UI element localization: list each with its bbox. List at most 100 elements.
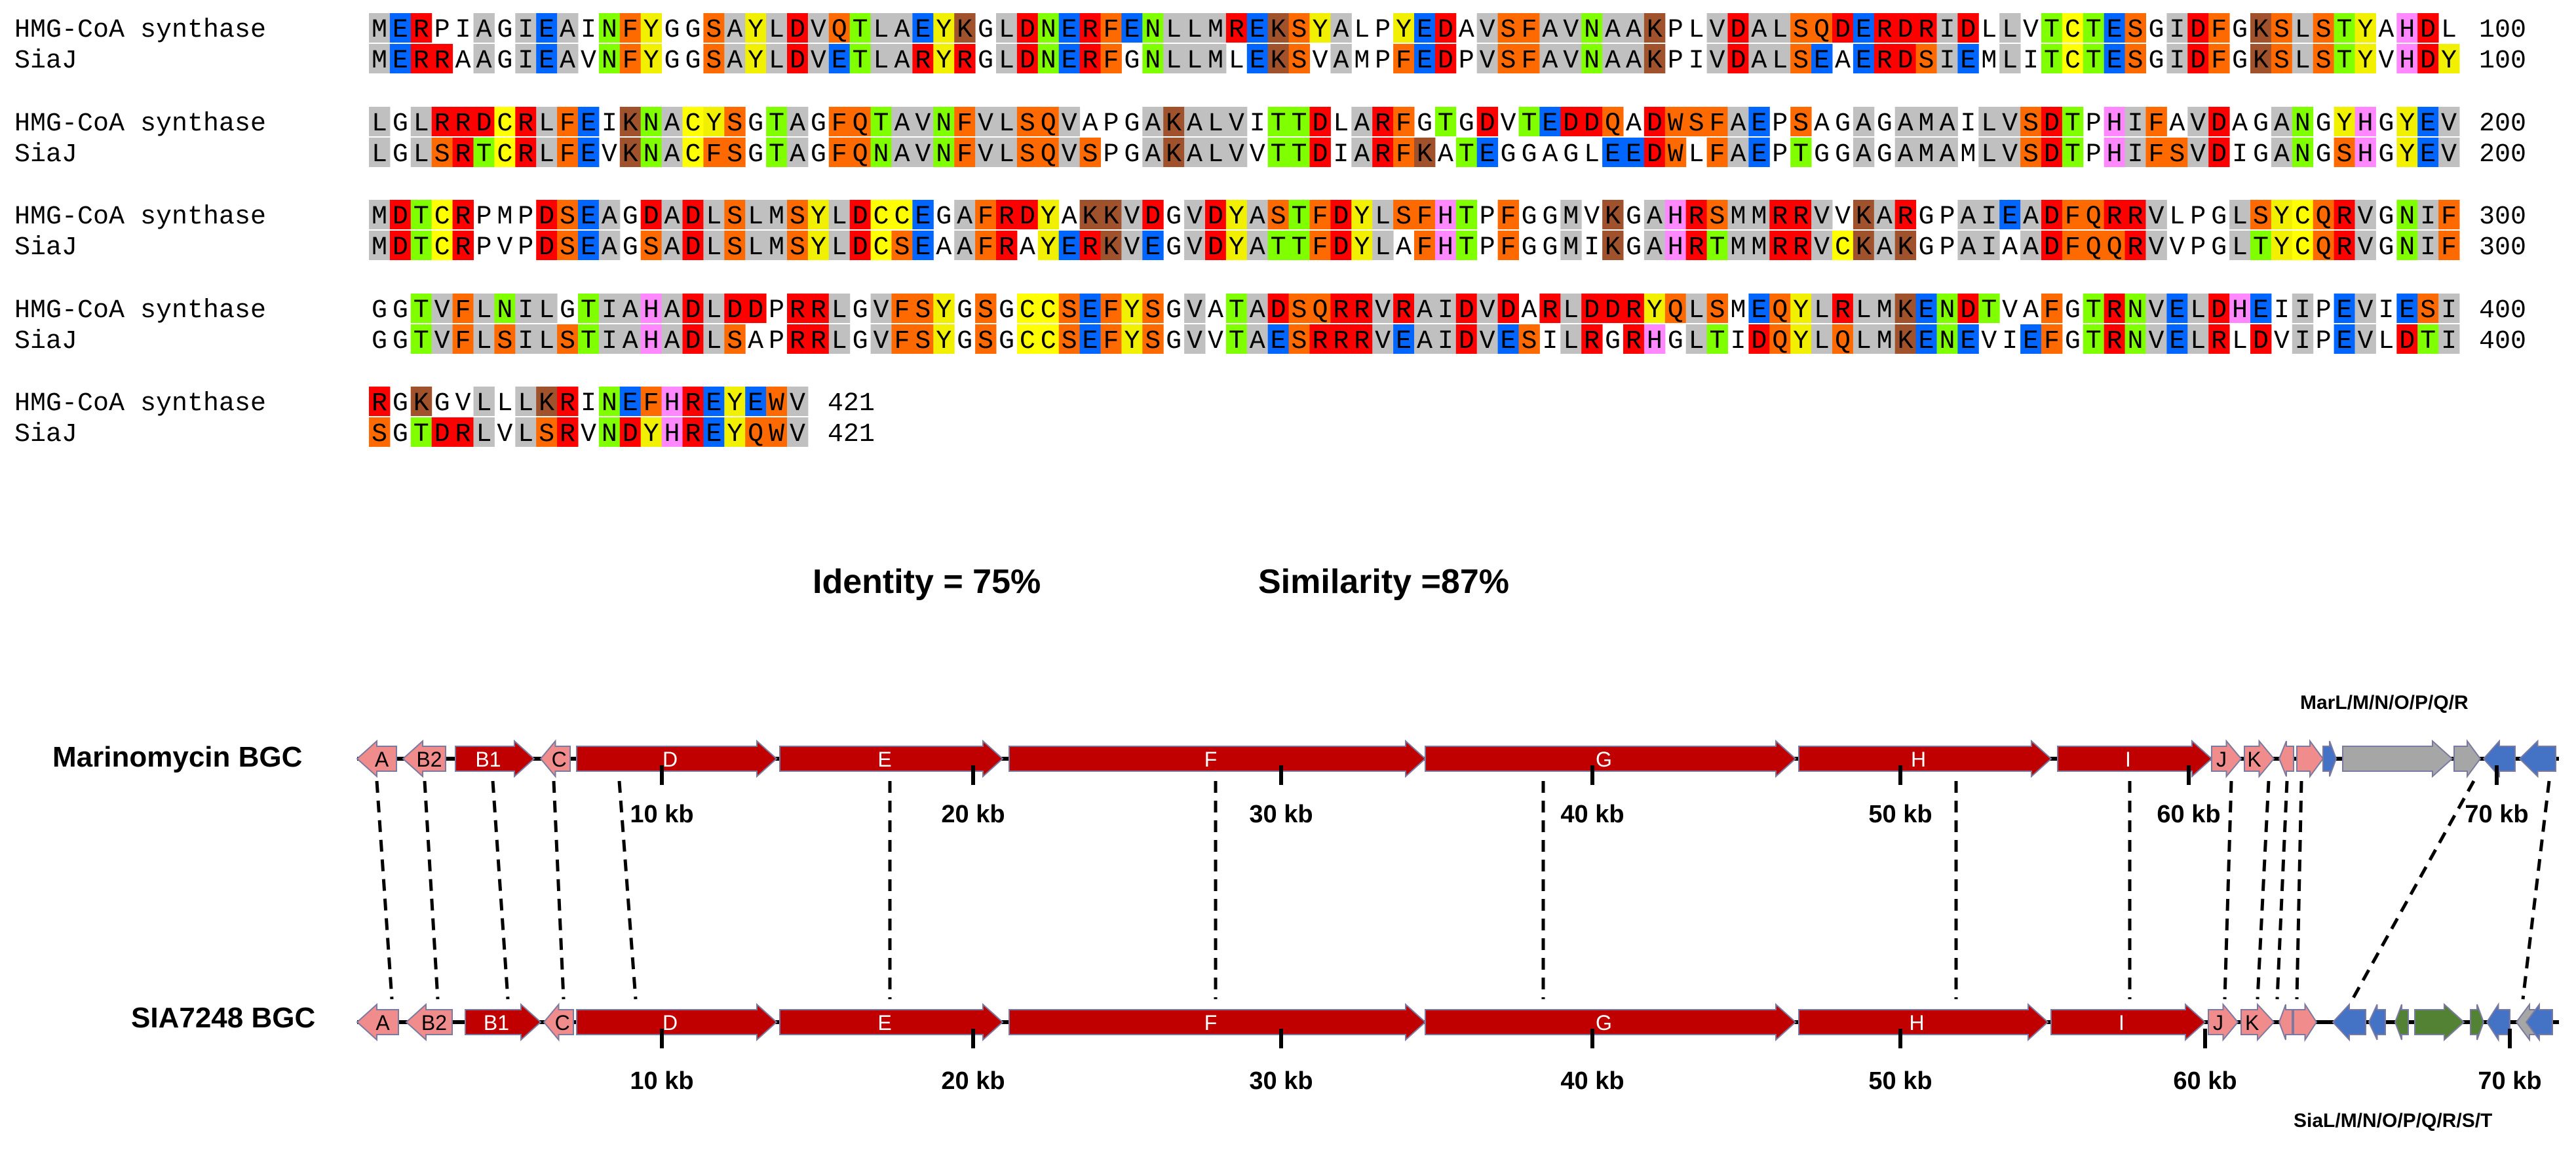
residue-highlight: [1351, 294, 1373, 323]
residue: S: [727, 202, 742, 232]
residue-highlight: [1853, 13, 1875, 43]
residue-highlight: [1685, 231, 1708, 260]
residue-highlight: [870, 324, 892, 354]
residue-highlight: [1330, 44, 1352, 73]
residue-highlight: [1853, 200, 1875, 229]
residue: S: [915, 327, 931, 356]
residue-highlight: [1957, 324, 1979, 354]
homology-links: [375, 780, 2551, 1001]
residue-highlight: [682, 294, 704, 323]
residue: G: [2378, 109, 2394, 139]
residue-highlight: [473, 294, 495, 323]
residue-highlight: [954, 138, 976, 167]
residue: D: [2190, 16, 2206, 45]
residue-highlight: [2020, 138, 2042, 167]
residue: S: [1793, 109, 1809, 139]
residue: V: [2169, 233, 2185, 263]
residue: M: [1208, 16, 1223, 45]
residue: G: [2378, 233, 2394, 263]
residue: L: [1208, 140, 1223, 170]
residue: G: [1521, 233, 1537, 263]
residue-highlight: [787, 324, 809, 354]
residue: S: [560, 202, 575, 232]
residue: G: [1919, 233, 1934, 263]
residue: G: [1166, 327, 1182, 356]
residue-highlight: [2271, 44, 2293, 73]
residue: A: [1396, 233, 1412, 263]
gene-arrow: [2278, 1004, 2293, 1040]
residue-highlight: [369, 200, 391, 229]
alignment-position-number: 400: [2479, 296, 2526, 326]
residue-highlight: [557, 231, 579, 260]
residue-highlight: [1309, 294, 1331, 323]
residue: P: [1772, 109, 1788, 139]
residue: I: [602, 327, 617, 356]
residue-highlight: [1351, 138, 1373, 167]
residue-highlight: [870, 107, 892, 136]
residue-highlight: [996, 138, 1018, 167]
residue-highlight: [2166, 324, 2188, 354]
residue-highlight: [1915, 324, 1937, 354]
residue-highlight: [452, 417, 474, 447]
residue: N: [2295, 140, 2311, 170]
residue-highlight: [975, 324, 997, 354]
residue-highlight: [703, 417, 725, 447]
residue: I: [602, 296, 617, 326]
residue: V: [1501, 109, 1516, 139]
residue-highlight: [640, 387, 663, 416]
residue-highlight: [2250, 231, 2272, 260]
residue-highlight: [1623, 44, 1645, 73]
residue: M: [1563, 233, 1579, 263]
gene-arrow: [2278, 740, 2294, 777]
residue: G: [999, 327, 1014, 356]
residue: I: [2295, 327, 2311, 356]
residue-highlight: [2187, 324, 2209, 354]
residue-highlight: [891, 107, 913, 136]
residue: R: [957, 47, 972, 76]
residue: Y: [1124, 327, 1140, 356]
residue: S: [2023, 140, 2039, 170]
residue: L: [748, 202, 763, 232]
residue-highlight: [682, 417, 704, 447]
residue: G: [2253, 140, 2269, 170]
residue-highlight: [1727, 231, 1749, 260]
residue-highlight: [1644, 13, 1666, 43]
residue-highlight: [1372, 200, 1394, 229]
residue: V: [1062, 109, 1077, 139]
residue-highlight: [2250, 294, 2272, 323]
residue: T: [1271, 109, 1286, 139]
residue-highlight: [828, 107, 851, 136]
residue: V: [1480, 296, 1495, 326]
residue: T: [1292, 202, 1307, 232]
residue-highlight: [2250, 324, 2272, 354]
residue: T: [769, 140, 784, 170]
residue-highlight: [766, 138, 788, 167]
residue-highlight: [557, 44, 579, 73]
residue: R: [1626, 296, 1642, 326]
residue-highlight: [2438, 44, 2460, 73]
alignment-seq-name: HMG-CoA synthase: [14, 296, 266, 326]
residue: N: [874, 140, 889, 170]
residue: L: [1584, 140, 1600, 170]
gene-arrow: [2322, 740, 2337, 777]
residue: I: [1333, 140, 1349, 170]
alignment-seq-name: HMG-CoA synthase: [14, 202, 266, 232]
residue-highlight: [1288, 200, 1310, 229]
residue: L: [706, 296, 721, 326]
residue: S: [978, 296, 993, 326]
residue-highlight: [1476, 138, 1499, 167]
residue-highlight: [1372, 138, 1394, 167]
residue-highlight: [1915, 107, 1937, 136]
residue-highlight: [891, 324, 913, 354]
residue-highlight: [912, 231, 934, 260]
residue: R: [1375, 140, 1391, 170]
homology-link: [552, 780, 566, 1000]
residue: D: [1751, 327, 1767, 356]
residue-highlight: [703, 138, 725, 167]
residue-highlight: [2208, 44, 2230, 73]
residue-highlight: [1184, 107, 1206, 136]
residue-highlight: [2229, 294, 2251, 323]
residue: A: [1626, 109, 1642, 139]
residue: V: [455, 389, 471, 419]
residue-highlight: [807, 231, 830, 260]
